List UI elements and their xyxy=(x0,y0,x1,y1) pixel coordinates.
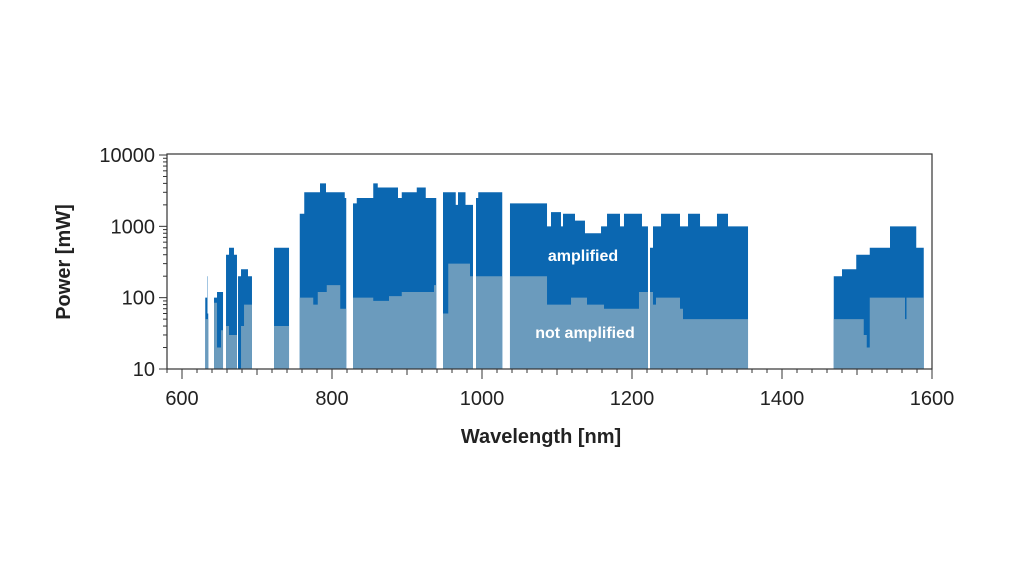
not-amplified-area xyxy=(650,292,749,369)
y-axis-title: Power [mW] xyxy=(53,204,75,320)
y-tick-label: 100 xyxy=(122,288,155,310)
label-not-amplified: not amplified xyxy=(535,325,635,342)
not-amplified-area xyxy=(299,285,347,369)
not-amplified-area xyxy=(476,276,503,369)
not-amplified-area xyxy=(274,326,290,369)
not-amplified-area xyxy=(205,319,209,369)
x-tick-label: 1400 xyxy=(760,388,805,410)
x-tick-label: 1200 xyxy=(610,388,655,410)
x-tick-label: 1600 xyxy=(910,388,955,410)
x-tick-label: 600 xyxy=(165,388,198,410)
not-amplified-area xyxy=(214,302,224,369)
axis-ticks: 600 800 1000 1200 1400 1600 10 100 1000 10000 xyxy=(99,145,954,410)
y-tick-label: 10 xyxy=(133,359,155,381)
x-tick-label: 800 xyxy=(315,388,348,410)
not-amplified-area xyxy=(443,263,473,369)
not-amplified-area xyxy=(509,276,648,369)
not-amplified-area xyxy=(238,304,252,369)
x-axis-title: Wavelength [nm] xyxy=(461,426,621,448)
not-amplified-area xyxy=(833,297,924,369)
chart-marks xyxy=(205,183,924,369)
plot-frame xyxy=(166,153,933,370)
label-amplified: amplified xyxy=(548,248,618,265)
y-tick-label: 10000 xyxy=(99,145,155,167)
not-amplified-area xyxy=(353,285,437,369)
not-amplified-area xyxy=(226,326,237,369)
y-tick-label: 1000 xyxy=(111,216,156,238)
x-tick-label: 1000 xyxy=(460,388,505,410)
